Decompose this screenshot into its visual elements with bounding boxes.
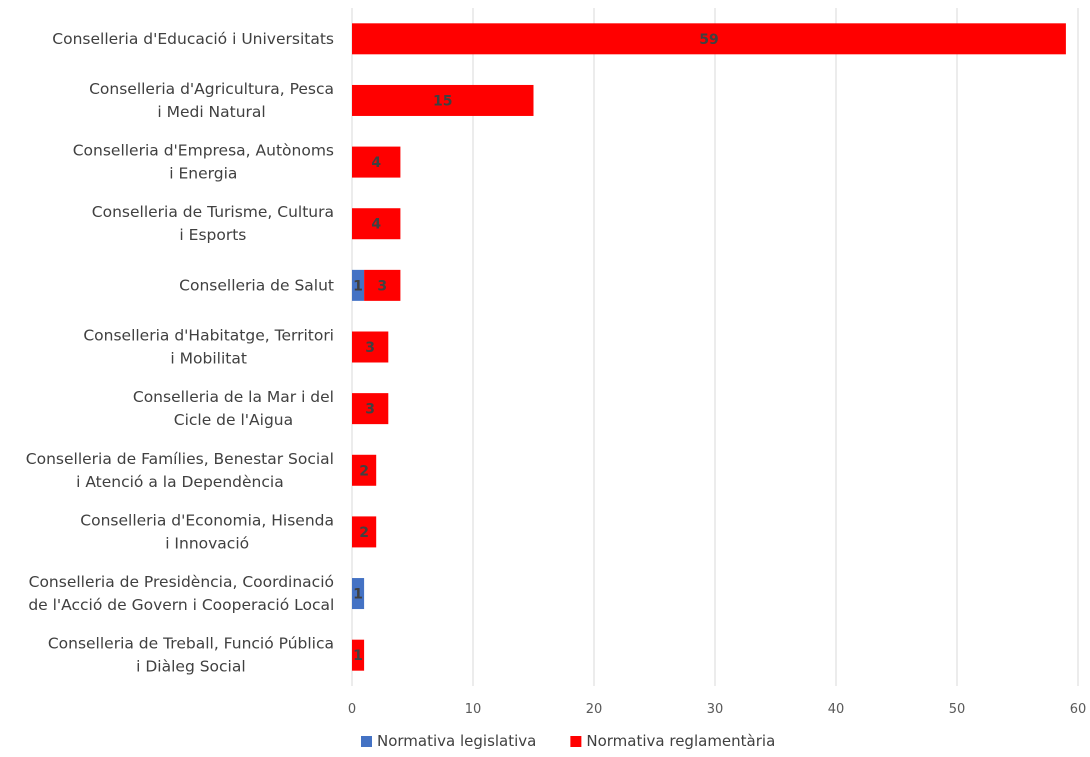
x-tick-label: 30: [707, 702, 724, 717]
category-label: i Energia: [169, 165, 237, 183]
legend-label: Normativa reglamentària: [586, 732, 775, 750]
category-label: Conselleria d'Economia, Hisenda: [80, 511, 334, 529]
category-label: Conselleria d'Habitatge, Territori: [83, 327, 334, 345]
category-label: de l'Acció de Govern i Cooperació Local: [28, 596, 334, 614]
data-label: 3: [365, 402, 375, 418]
category-label: Conselleria de la Mar i del: [133, 388, 334, 406]
bar-legislativa: [352, 269, 365, 301]
legend-swatch: [361, 736, 372, 747]
category-label: Conselleria d'Agricultura, Pesca: [89, 80, 334, 98]
x-axis-tick-labels: 0 10 20 30 40 50 60: [348, 702, 1086, 717]
data-label: 3: [365, 340, 375, 356]
bar-reglamentaria: [352, 23, 1066, 55]
category-label: i Mobilitat: [170, 350, 247, 368]
data-label: 15: [433, 93, 452, 109]
data-label: 1: [353, 587, 363, 603]
category-label: Cicle de l'Aigua: [174, 411, 293, 429]
bar-legislativa: [352, 578, 365, 610]
x-tick-label: 0: [348, 702, 356, 717]
data-label: 2: [359, 463, 369, 479]
bar-reglamentaria: [352, 393, 389, 425]
bar-reglamentaria: [352, 331, 389, 363]
data-label: 2: [359, 525, 369, 541]
category-label: i Medi Natural: [157, 103, 265, 121]
bar-reglamentaria: [352, 454, 377, 486]
category-label: Conselleria d'Empresa, Autònoms: [73, 142, 334, 160]
bar-reglamentaria: [352, 639, 365, 671]
bar-reglamentaria: [352, 516, 377, 548]
category-label: i Atenció a la Dependència: [76, 473, 284, 491]
bar-reglamentaria: [352, 84, 534, 116]
data-label: 4: [371, 155, 381, 171]
x-tick-label: 20: [586, 702, 603, 717]
legend-swatch: [570, 736, 582, 747]
bar-reglamentaria: [352, 208, 401, 240]
x-tick-label: 10: [465, 702, 482, 717]
data-label: 1: [353, 648, 363, 664]
category-labels: Conselleria d'Educació i Universitats Con…: [26, 30, 335, 676]
category-label: Conselleria d'Educació i Universitats: [52, 30, 334, 48]
category-label: i Diàleg Social: [136, 658, 246, 676]
legend-label: Normativa legislativa: [377, 732, 536, 750]
category-label: Conselleria de Turisme, Cultura: [92, 203, 334, 221]
data-label: 59: [699, 32, 718, 48]
data-label: 4: [371, 217, 381, 233]
data-label: 1: [353, 278, 363, 294]
x-tick-label: 60: [1070, 702, 1087, 717]
legend: Normativa legislativa Normativa reglament…: [361, 732, 775, 750]
data-label: 3: [377, 278, 387, 294]
category-label: Conselleria de Treball, Funció Pública: [48, 635, 334, 653]
x-tick-label: 50: [949, 702, 966, 717]
category-label: Conselleria de Presidència, Coordinació: [29, 573, 334, 591]
category-label: Conselleria de Salut: [179, 276, 334, 294]
category-label: i Esports: [179, 226, 246, 244]
category-label: Conselleria de Famílies, Benestar Social: [26, 450, 334, 468]
x-tick-label: 40: [828, 702, 845, 717]
bar-reglamentaria: [364, 269, 401, 301]
gridlines: [351, 8, 1079, 686]
category-label: i Innovació: [165, 534, 249, 552]
bar-reglamentaria: [352, 146, 401, 178]
